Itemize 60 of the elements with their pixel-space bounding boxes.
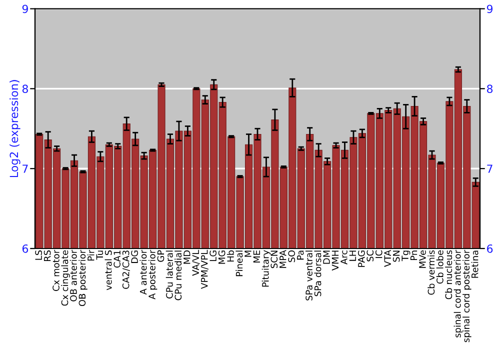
- y-tick-label: 7: [22, 164, 28, 173]
- y2-tick-label: 7: [487, 164, 492, 173]
- x-tick-label: IC: [375, 250, 382, 258]
- x-tick-label: SCN: [270, 250, 278, 268]
- x-tick-label: OB anterior: [70, 250, 77, 302]
- x-tick-label: SC: [366, 250, 374, 262]
- x-tick-label: Pn: [410, 250, 418, 260]
- x-tick-label: VPM/VPL: [201, 250, 208, 289]
- x-tick-label: Pir: [87, 250, 94, 260]
- y2-tick-label: 6: [487, 244, 493, 253]
- x-tick-label: OB posterior: [78, 250, 88, 306]
- x-tick-label: DM: [323, 250, 330, 264]
- x-tick-label: MD: [184, 250, 190, 264]
- x-tick-label: MG: [218, 250, 226, 264]
- x-tick-label: MVe: [419, 250, 426, 268]
- y-tick-label: 8: [22, 84, 28, 94]
- x-tick-label: Cb nucleus: [445, 250, 452, 300]
- x-tick-label: Arc: [340, 250, 348, 264]
- x-tick-label: SN: [392, 250, 400, 262]
- x-tick-label: MPA: [280, 250, 286, 268]
- x-tick-label: M: [244, 250, 252, 257]
- x-tick-label: Hb: [226, 250, 234, 262]
- x-tick-label: CA2/CA3: [122, 250, 130, 289]
- x-tick-label: LS: [35, 250, 42, 260]
- x-tick-label: Pituitary: [262, 250, 271, 287]
- x-tick-label: A posterior: [148, 250, 158, 300]
- x-tick-label: DG: [131, 250, 138, 263]
- x-tick-label: LH: [349, 250, 356, 261]
- x-tick-label: GP: [157, 250, 164, 262]
- x-tick-label: ME: [253, 250, 260, 262]
- y-tick-label: 6: [22, 244, 28, 253]
- x-tick-label: SPa ventral: [305, 250, 312, 300]
- x-tick-label: VA/VL: [192, 250, 200, 276]
- x-tick-label: RS: [44, 250, 51, 262]
- x-tick-label: SPa dorsal: [314, 250, 322, 296]
- x-tick-label: spinal cord anterior: [454, 250, 463, 338]
- x-tick-label: LG: [210, 250, 216, 262]
- x-tick-label: ventral S: [104, 250, 112, 290]
- x-tick-label: Cb lobe: [436, 250, 444, 284]
- x-tick-label: CA1: [114, 250, 121, 268]
- x-tick-label: spinal cord posterior: [462, 250, 472, 342]
- x-tick-label: PAG: [358, 250, 365, 267]
- y-axis-title: Log2 (expression): [10, 80, 20, 178]
- x-tick-label: Cx motor: [52, 250, 60, 291]
- x-tick-label: A anterior: [140, 250, 147, 295]
- y-tick-label: 9: [22, 4, 28, 14]
- x-tick-label: Pineal: [236, 250, 243, 276]
- y2-tick-label: 9: [486, 4, 493, 14]
- x-tick-label: Tu: [96, 250, 104, 260]
- x-tick-label: Tg: [402, 250, 410, 262]
- x-tick-label: SO: [288, 250, 296, 262]
- x-tick-label: Cx cingulate: [61, 250, 70, 306]
- x-tick-label: Retina: [471, 250, 478, 278]
- y2-tick-label: 8: [487, 84, 493, 94]
- x-tick-label: VMH: [332, 250, 339, 271]
- x-tick-label: Pa: [297, 250, 304, 260]
- x-tick-label: CPu medial: [174, 250, 182, 300]
- x-tick-label: VTA: [384, 250, 391, 267]
- x-tick-label: Cb vermis: [428, 250, 435, 295]
- x-tick-label: CPu lateral: [166, 250, 173, 298]
